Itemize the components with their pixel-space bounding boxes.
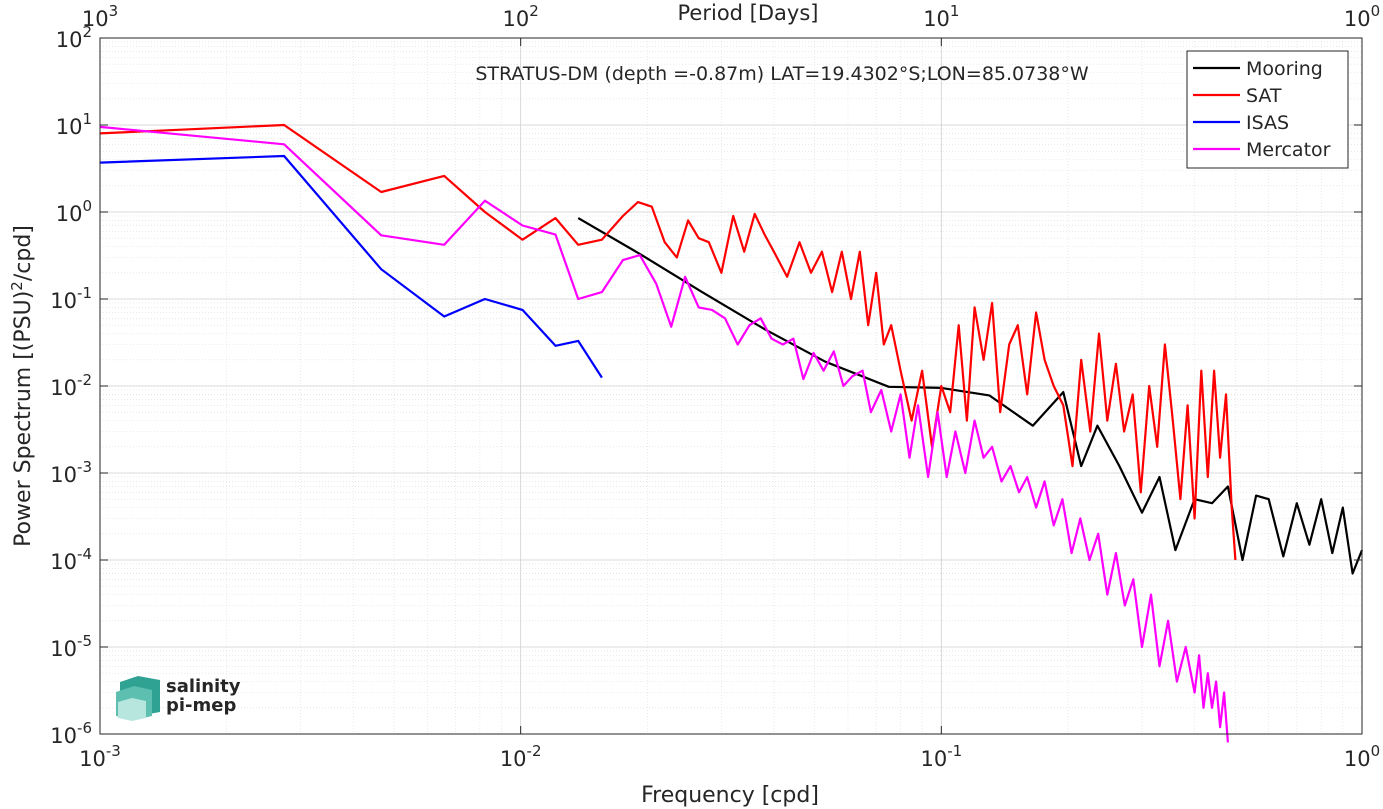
y-tick-base: 10 [50,637,77,661]
y-tick-base: 10 [56,115,83,139]
y-tick-exp: -2 [77,371,92,389]
x-tick-label: 10-1 [920,742,962,771]
top-tick-label: 101 [923,2,959,31]
top-tick-exp: 1 [950,2,960,20]
top-tick-base: 10 [1344,7,1371,31]
y-tick-exp: -1 [77,284,92,302]
top-axis-label: Period [Days] [678,1,819,25]
y-tick-label: 100 [56,197,92,226]
series-line-mercator [99,125,1229,743]
series-line-isas [99,154,603,379]
y-tick-base: 10 [50,724,77,748]
top-tick-exp: 3 [109,2,119,20]
top-tick-label: 102 [503,2,539,31]
legend-label-mercator: Mercator [1246,139,1331,161]
legend-items: Mooring SAT ISAS Mercator [1193,58,1331,161]
y-tick-base: 10 [56,28,83,52]
y-tick-label: 10-4 [50,545,92,574]
series-line-mooring [577,217,1364,575]
top-tick-label: 103 [82,2,118,31]
x-axis-label: Frequency [cpd] [641,783,819,808]
top-tick-base: 10 [82,7,109,31]
logo-text-salinity: salinity [166,676,241,697]
x-tick-base: 10 [1344,747,1371,771]
y-tick-exp: -5 [77,632,92,650]
top-tick-exp: 2 [529,2,539,20]
y-tick-exp: 2 [82,23,92,41]
y-tick-base: 10 [50,376,77,400]
y-axis-label: Power Spectrum [(PSU)2/cpd] [8,225,36,547]
logo-wave-3 [118,698,146,721]
top-tick-exp: 0 [1371,2,1381,20]
y-tick-label: 102 [56,23,92,52]
salinity-pi-mep-logo: salinity pi-mep [116,676,241,721]
y-tick-base: 10 [50,463,77,487]
x-tick-label: 10-2 [500,742,542,771]
y-tick-exp: -6 [77,719,92,737]
y-axis-label-tail: /cpd] [11,225,36,281]
x-tick-exp: 0 [1371,742,1381,760]
y-tick-base: 10 [56,202,83,226]
x-tick-label: 100 [1344,742,1380,771]
legend-label-sat: SAT [1246,85,1282,107]
y-axis-label-main: Power Spectrum [(PSU) [11,291,36,547]
legend: Mooring SAT ISAS Mercator [1186,50,1349,169]
legend-label-isas: ISAS [1246,112,1289,134]
x-tick-exp: -2 [527,742,542,760]
y-tick-label: 10-2 [50,371,92,400]
y-tick-exp: 1 [82,110,92,128]
x-tick-base: 10 [920,747,947,771]
y-tick-base: 10 [50,289,77,313]
y-tick-base: 10 [50,550,77,574]
y-tick-label: 10-6 [50,719,92,748]
y-tick-exp: -4 [77,545,92,563]
logo-text-pi-mep: pi-mep [166,695,236,716]
x-tick-label: 10-3 [79,742,121,771]
series-layer [99,123,1364,743]
chart-title: STRATUS-DM (depth =-0.87m) LAT=19.4302°S… [475,63,1089,85]
y-tick-label: 10-5 [50,632,92,661]
top-tick-base: 10 [503,7,530,31]
legend-label-mooring: Mooring [1246,58,1323,80]
y-axis-label-sup: 2 [8,281,26,291]
y-tick-label: 10-3 [50,458,92,487]
y-tick-label: 10-1 [50,284,92,313]
x-tick-base: 10 [79,747,106,771]
y-tick-exp: 0 [82,197,92,215]
top-tick-label: 100 [1344,2,1380,31]
y-tick-label: 101 [56,110,92,139]
y-tick-exp: -3 [77,458,92,476]
x-tick-base: 10 [500,747,527,771]
top-tick-base: 10 [923,7,950,31]
x-tick-exp: -1 [947,742,962,760]
x-tick-exp: -3 [106,742,121,760]
